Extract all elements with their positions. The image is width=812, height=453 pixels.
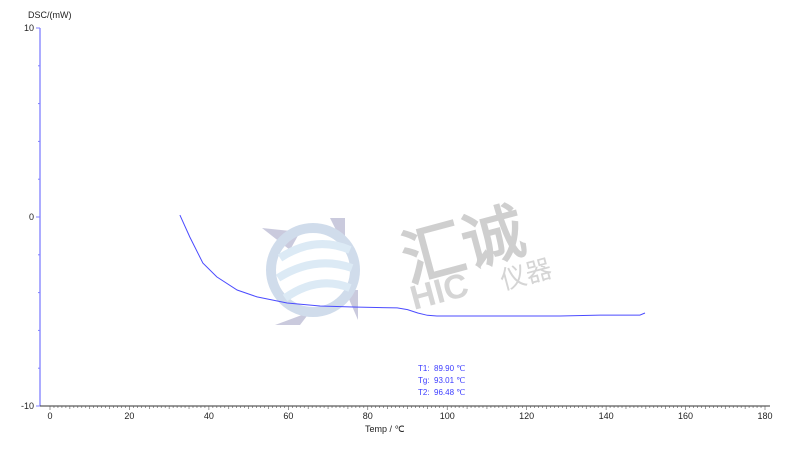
watermark: 汇诚 HIC 仪器 [262,197,555,325]
x-axis-label: Temp / ℃ [365,424,405,434]
x-tick-label: 100 [440,411,455,421]
annotation-value: 93.01 ℃ [434,376,465,385]
y-tick-label: 10 [24,23,34,33]
annotation-label: T2: [418,388,430,397]
y-tick-label: -10 [21,401,34,411]
annotation-label: T1: [418,364,430,373]
x-tick-label: 60 [283,411,293,421]
y-tick-label: 0 [29,212,34,222]
x-tick-label: 140 [599,411,614,421]
x-tick-label: 180 [757,411,772,421]
annotation-value: 96.48 ℃ [434,388,465,397]
x-tick-label: 0 [47,411,52,421]
x-tick-label: 160 [678,411,693,421]
dsc-curve [179,214,646,317]
x-tick-label: 120 [519,411,534,421]
annotation-value: 89.90 ℃ [434,364,465,373]
x-tick-label: 20 [124,411,134,421]
annotation-label: Tg: [418,376,430,385]
x-tick-label: 80 [363,411,373,421]
series-layer [179,214,646,317]
y-axis-label: DSC/(mW) [28,10,72,20]
watermark-logo [262,218,360,325]
annotations: T1: 89.90 ℃ Tg: 93.01 ℃ T2: 96.48 ℃ [418,364,465,397]
x-tick-label: 40 [204,411,214,421]
